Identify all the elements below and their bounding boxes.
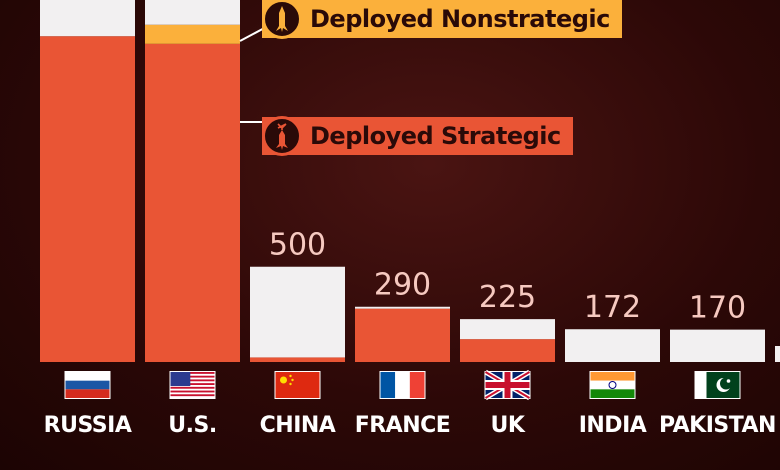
value-label-pakistan: 170 [689, 291, 746, 326]
bar-segment-us-1 [145, 24, 240, 44]
country-labels-group: RUSSIA U.S. CHINA FRANCE UK INDIA PAKISTAN [44, 413, 777, 438]
value-label-india: 172 [584, 290, 641, 325]
missile-icon [262, 0, 302, 39]
bar-segment-russia-2 [40, 0, 135, 37]
value-label-france: 290 [374, 268, 431, 303]
value-label-uk: 225 [479, 280, 536, 315]
bar-segment-us-0 [145, 43, 240, 363]
bar-segment-china-0 [250, 357, 345, 362]
legend-strategic-label: Deployed Strategic [310, 122, 561, 150]
legend-strategic: Deployed Strategic [262, 117, 573, 155]
warhead-icon [262, 116, 302, 156]
china-flag-icon [274, 371, 321, 399]
country-label-russia: RUSSIA [44, 413, 132, 438]
country-label-pakistan: PAKISTAN [659, 413, 776, 438]
country-label-france: FRANCE [355, 413, 451, 438]
france-flag-icon [379, 371, 426, 399]
country-label-india: INDIA [579, 413, 647, 438]
flags-group [64, 369, 741, 401]
legend-nonstrategic-label: Deployed Nonstrategic [310, 5, 610, 33]
russia-flag-icon [64, 371, 111, 399]
bar-segment-uk-2 [460, 319, 555, 340]
us-flag-icon [169, 371, 216, 399]
pakistan-flag-icon [694, 371, 741, 399]
bar-segment-uk-0 [460, 339, 555, 362]
bar-segment-india-2 [565, 329, 660, 362]
bar-segment-china-2 [250, 266, 345, 358]
value-labels-group: 500 290 225 172 170 [269, 228, 746, 326]
india-flag-icon [589, 371, 636, 399]
strategic-connector-line [240, 121, 266, 123]
value-label-china: 500 [269, 228, 326, 263]
uk-flag-icon [484, 369, 531, 401]
country-label-us: U.S. [168, 413, 216, 438]
bar-segment-france-0 [355, 308, 450, 362]
legend-nonstrategic: Deployed Nonstrategic [262, 0, 622, 38]
bar-segment-france-2 [355, 306, 450, 309]
bar-segment-offscreen [775, 346, 780, 362]
bars-group [40, 0, 780, 363]
bar-segment-pakistan-2 [670, 329, 765, 362]
bar-segment-russia-0 [40, 36, 135, 362]
bar-segment-us-2 [145, 0, 240, 25]
country-label-china: CHINA [260, 413, 336, 438]
country-label-uk: UK [491, 413, 526, 438]
